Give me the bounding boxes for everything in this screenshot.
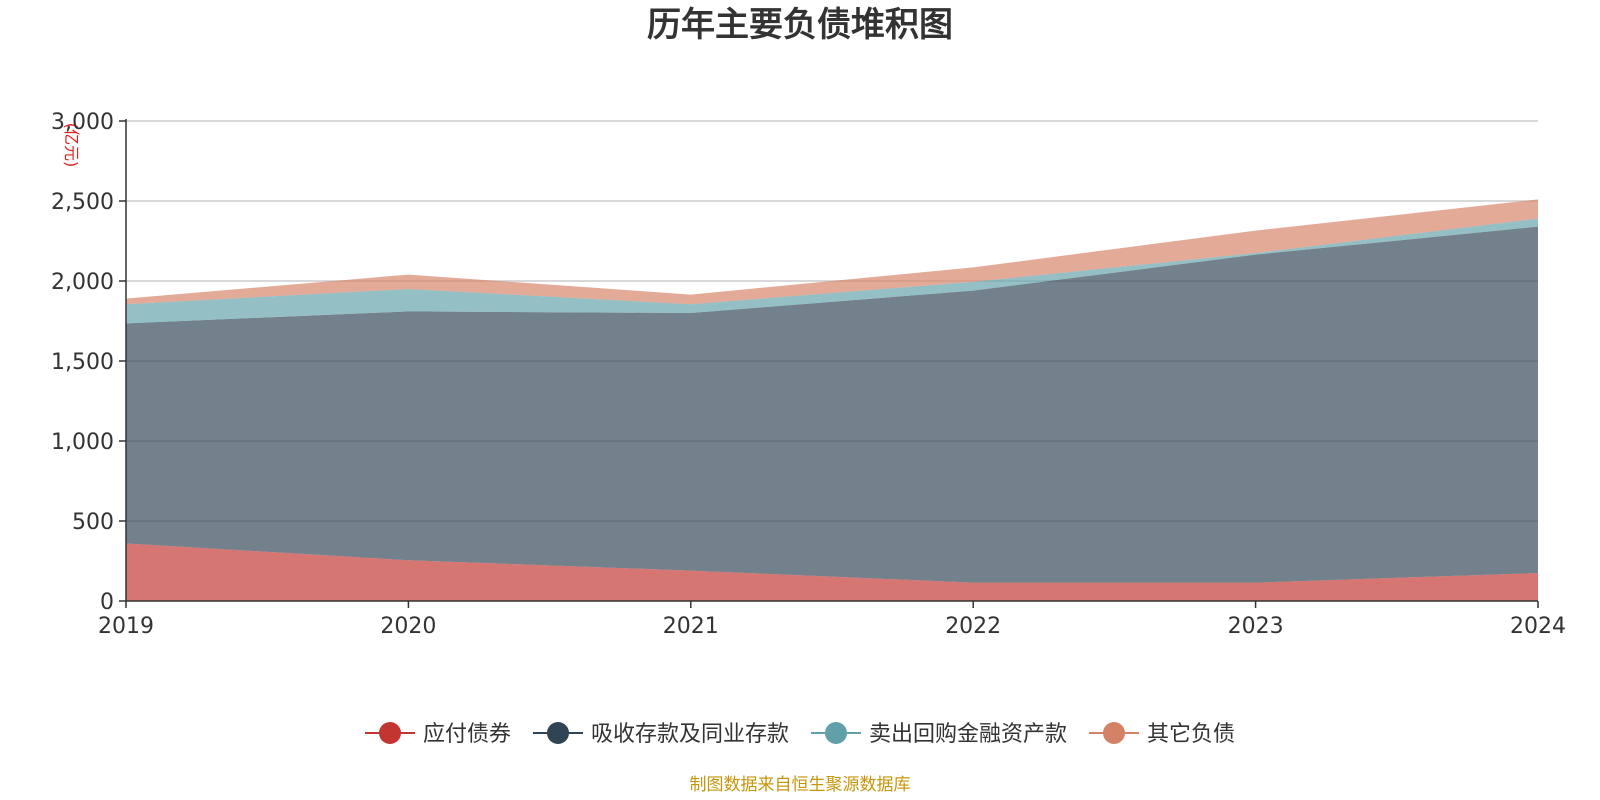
area-series-1 <box>126 226 1538 583</box>
y-axis-unit-label: (亿元) <box>62 123 81 168</box>
legend-item-0[interactable]: 应付债券 <box>365 722 511 747</box>
legend[interactable]: 应付债券 吸收存款及同业存款 卖出回购金融资产款 其它负债 <box>365 722 1235 747</box>
legend-item-2[interactable]: 卖出回购金融资产款 <box>811 722 1067 747</box>
y-tick-label-4: 2,000 <box>51 270 114 295</box>
legend-item-3[interactable]: 其它负债 <box>1089 722 1235 747</box>
legend-item-1[interactable]: 吸收存款及同业存款 <box>533 722 789 747</box>
x-tick-label-3: 2022 <box>945 614 1001 639</box>
y-tick-label-3: 1,500 <box>51 350 114 375</box>
legend-marker-2 <box>825 722 847 744</box>
area-series-0 <box>126 543 1538 601</box>
area-series <box>126 199 1538 601</box>
x-tick-label-1: 2020 <box>380 614 436 639</box>
y-tick-label-0: 0 <box>100 590 114 615</box>
x-tick-label-4: 2023 <box>1228 614 1284 639</box>
legend-label-0: 应付债券 <box>423 722 511 747</box>
axes: 0 500 1,000 1,500 2,000 2,500 3,000 2019 2020 202… <box>51 110 1566 639</box>
x-tick-label-0: 2019 <box>98 614 154 639</box>
area-series-3 <box>126 199 1538 305</box>
legend-label-3: 其它负债 <box>1147 722 1235 747</box>
legend-label-1: 吸收存款及同业存款 <box>591 722 789 747</box>
chart-title: 历年主要负债堆积图 <box>647 5 953 45</box>
x-tick-label-2: 2021 <box>663 614 719 639</box>
legend-label-2: 卖出回购金融资产款 <box>869 722 1067 747</box>
data-source-note: 制图数据来自恒生聚源数据库 <box>690 775 911 795</box>
y-tick-label-2: 1,000 <box>51 430 114 455</box>
legend-marker-0 <box>379 722 401 744</box>
area-series-2 <box>126 218 1538 324</box>
y-tick-label-1: 500 <box>72 510 114 535</box>
x-tick-label-5: 2024 <box>1510 614 1566 639</box>
y-tick-label-5: 2,500 <box>51 190 114 215</box>
legend-marker-3 <box>1103 722 1125 744</box>
y-tick-label-6: 3,000 <box>51 110 114 135</box>
legend-marker-1 <box>547 722 569 744</box>
